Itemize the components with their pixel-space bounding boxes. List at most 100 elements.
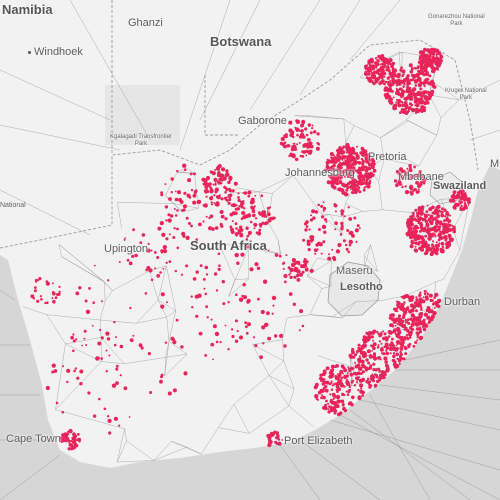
label-gonarezhou-line2: Park [450,21,463,27]
population-point [198,222,202,227]
population-point [429,317,434,322]
population-point [441,207,444,211]
population-point [308,228,311,231]
population-point [381,375,386,380]
population-point [77,437,82,442]
population-point [382,65,386,69]
population-point [296,273,300,278]
population-point [463,196,466,200]
population-point [319,373,323,377]
cell-edge [171,441,202,455]
population-point [324,403,328,407]
population-point [306,138,311,142]
population-point [92,414,97,418]
population-point [322,386,326,390]
population-point [98,397,101,401]
population-point [399,350,402,354]
population-point [338,156,343,160]
population-point [414,341,418,344]
population-point [426,317,429,320]
population-point [383,75,386,78]
population-point [442,225,446,229]
population-point [404,80,406,83]
cell-edge [362,209,383,212]
population-point [418,327,422,331]
population-point [227,180,231,185]
population-point [444,237,448,241]
population-point [382,372,387,377]
cell-edge [272,175,294,194]
population-point [382,330,385,333]
population-point [342,372,344,375]
population-point [356,224,360,228]
population-point [431,70,434,73]
population-point [141,233,146,237]
population-point [421,208,424,212]
population-point [357,186,361,190]
population-point [414,79,419,83]
population-point [385,351,389,356]
population-point [209,196,214,201]
population-point [412,229,415,232]
population-point [283,280,287,284]
population-point [384,57,388,61]
population-point [215,190,218,193]
population-point [404,101,408,105]
population-point [252,200,255,204]
population-point [336,399,341,404]
population-point [61,410,65,414]
population-point [45,385,50,391]
population-point [147,352,151,356]
population-point [387,69,391,73]
population-point [346,166,350,170]
population-point [245,325,248,329]
population-point [254,344,258,348]
label-kgalagadi-line2: Park [134,141,148,147]
population-point [354,353,357,357]
population-point [377,356,381,360]
population-point [341,183,344,186]
population-point [461,207,466,211]
population-point [345,378,348,381]
population-point [257,231,262,236]
population-point [293,275,297,279]
population-point [317,390,322,395]
population-point [296,278,301,282]
cell-edge [46,314,101,321]
population-point [414,84,418,87]
label-gonarezhou-park: Gonarezhou National Park [428,14,485,28]
label-namibia: Namibia [2,2,53,17]
label-south-africa: South Africa [190,238,267,253]
population-point [360,157,364,161]
population-point [305,260,309,264]
population-point [53,369,58,373]
population-point [438,235,443,240]
population-point [420,91,424,95]
population-point [455,202,460,207]
population-point [129,338,134,343]
population-point [349,164,352,167]
population-point [342,145,346,149]
population-point [418,297,423,302]
population-point [358,175,362,179]
cell-edge [55,343,66,410]
population-point [404,172,409,177]
population-point [344,162,347,165]
population-point [361,148,366,153]
population-point [247,234,250,237]
population-point [452,197,455,200]
population-point [367,72,371,76]
population-point [420,228,424,232]
population-point [299,272,303,277]
population-point [51,291,56,296]
population-point [325,220,328,223]
population-point [416,225,419,228]
population-point [406,329,410,333]
population-point [422,181,426,185]
population-point [150,278,154,282]
population-point [262,342,265,345]
population-point [73,444,77,448]
population-point [459,206,462,210]
population-point [417,318,421,321]
